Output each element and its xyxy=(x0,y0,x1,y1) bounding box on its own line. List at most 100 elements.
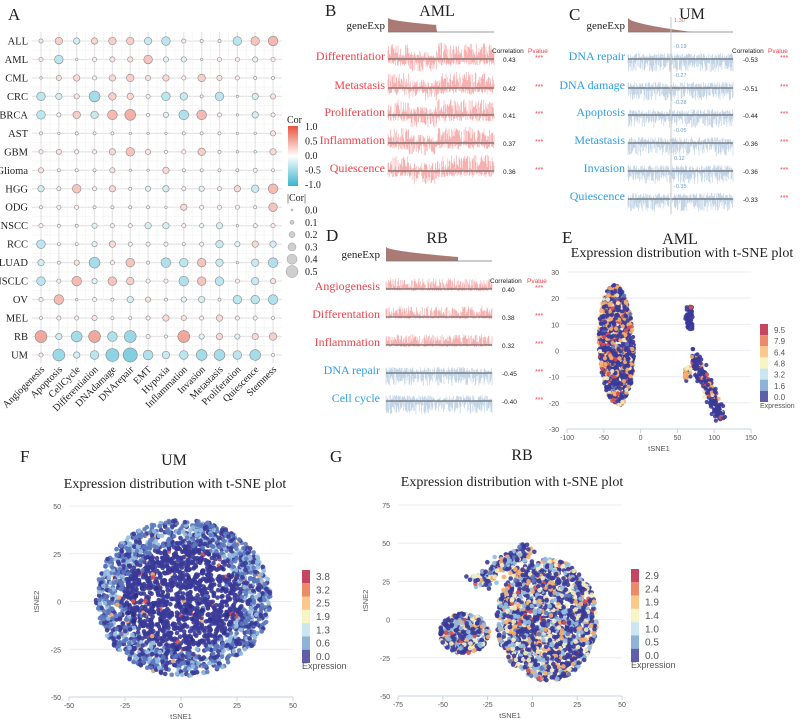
correlation-dot xyxy=(92,168,97,173)
scatter-point xyxy=(265,576,271,582)
scatter-point xyxy=(124,636,129,642)
scatter-points xyxy=(596,283,728,423)
cutoff-correlation: -0.05 xyxy=(674,128,687,134)
expression-legend-tick: 9.5 xyxy=(774,326,786,335)
scatter-point xyxy=(158,527,164,533)
scatter-point xyxy=(251,550,256,555)
scatter-point xyxy=(107,588,113,594)
correlation-dot xyxy=(105,348,120,362)
scatter-point xyxy=(264,586,269,592)
correlation-dot xyxy=(198,333,205,340)
scatter-point xyxy=(608,309,613,314)
scatter-point xyxy=(688,305,693,310)
correlation-dot xyxy=(178,275,189,287)
scatter-point xyxy=(131,581,137,586)
correlation-value: 0.41 xyxy=(503,113,516,120)
scatter-point xyxy=(138,548,144,554)
scatter-point xyxy=(182,560,188,565)
size-legend-tick: 0.3 xyxy=(305,242,318,253)
pathway-label: Angiogenesis xyxy=(315,279,381,293)
correlation-dot xyxy=(88,90,101,103)
correlation-dot xyxy=(268,202,278,212)
scatter-point xyxy=(187,629,193,634)
correlation-dot xyxy=(217,131,222,136)
correlation-dot xyxy=(91,222,98,229)
scatter-point xyxy=(156,548,161,554)
expression-legend-swatch xyxy=(302,649,310,663)
correlation-dot xyxy=(127,223,133,229)
scatter-point xyxy=(688,370,693,375)
correlation-dot xyxy=(107,331,118,342)
correlation-dot xyxy=(160,257,172,268)
barcode-track xyxy=(387,154,495,184)
colorbar-tick: -1.0 xyxy=(305,180,321,191)
scatter-point xyxy=(141,544,146,550)
scatter-point xyxy=(266,600,271,605)
scatter-point xyxy=(266,594,272,600)
scatter-point xyxy=(215,587,221,593)
scatter-point xyxy=(190,664,196,669)
scatter-point xyxy=(106,575,112,581)
scatter-point xyxy=(164,528,170,534)
scatter-point xyxy=(203,625,208,631)
scatter-point xyxy=(211,590,217,596)
scatter-point xyxy=(615,308,620,313)
pvalue-stars: *** xyxy=(535,369,543,376)
scatter-point xyxy=(116,595,122,600)
scatter-point xyxy=(612,283,617,288)
scatter-point xyxy=(626,325,632,330)
size-legend-tick: 0.5 xyxy=(305,267,318,278)
scatter-point xyxy=(116,635,122,640)
scatter-point xyxy=(140,568,146,573)
scatter-point xyxy=(148,644,154,650)
correlation-dot xyxy=(197,276,207,286)
scatter-point xyxy=(160,589,166,595)
correlation-dot xyxy=(92,57,97,62)
scatter-point xyxy=(144,568,149,573)
scatter-point xyxy=(149,620,155,626)
correlation-value: 0.36 xyxy=(503,169,516,176)
scatter-point xyxy=(227,552,232,558)
correlation-dot xyxy=(126,36,135,46)
scatter-point xyxy=(631,354,637,359)
scatter-point xyxy=(219,550,224,556)
correlation-dot xyxy=(181,186,187,192)
scatter-point xyxy=(131,625,137,631)
scatter-point xyxy=(625,318,630,323)
correlation-dot xyxy=(163,241,169,247)
scatter-point xyxy=(610,398,615,403)
correlation-dot xyxy=(38,167,44,174)
scatter-point xyxy=(234,630,239,636)
expression-legend-swatch xyxy=(760,379,768,391)
scatter-point xyxy=(226,572,232,578)
scatter-point xyxy=(204,550,209,556)
scatter-point xyxy=(220,586,226,591)
scatter-point xyxy=(130,599,136,604)
scatter-point xyxy=(120,621,126,626)
scatter-point xyxy=(231,602,237,607)
correlation-dot xyxy=(89,350,100,360)
scatter-point xyxy=(129,650,135,655)
row-label: MEL xyxy=(6,314,28,325)
correlation-dot xyxy=(145,148,152,155)
scatter-point xyxy=(168,613,174,619)
scatter-point xyxy=(179,565,185,570)
row-label: NSCLC xyxy=(0,277,28,288)
scatter-point xyxy=(155,639,160,644)
y-tick-label: 50 xyxy=(382,541,390,548)
y-tick-label: -50 xyxy=(380,694,390,701)
scatter-point xyxy=(218,576,223,582)
scatter-point xyxy=(261,568,267,574)
scatter-point xyxy=(123,628,128,634)
scatter-point xyxy=(620,289,625,295)
scatter-point xyxy=(155,630,160,636)
scatter-point xyxy=(609,326,614,331)
scatter-point xyxy=(610,291,615,296)
scatter-point xyxy=(688,309,693,314)
scatter-point xyxy=(132,619,137,624)
correlation-value: -0.44 xyxy=(743,113,758,120)
scatter-point xyxy=(180,624,185,630)
scatter-point xyxy=(191,628,197,633)
scatter-point xyxy=(151,609,157,615)
correlation-dot xyxy=(253,131,257,135)
